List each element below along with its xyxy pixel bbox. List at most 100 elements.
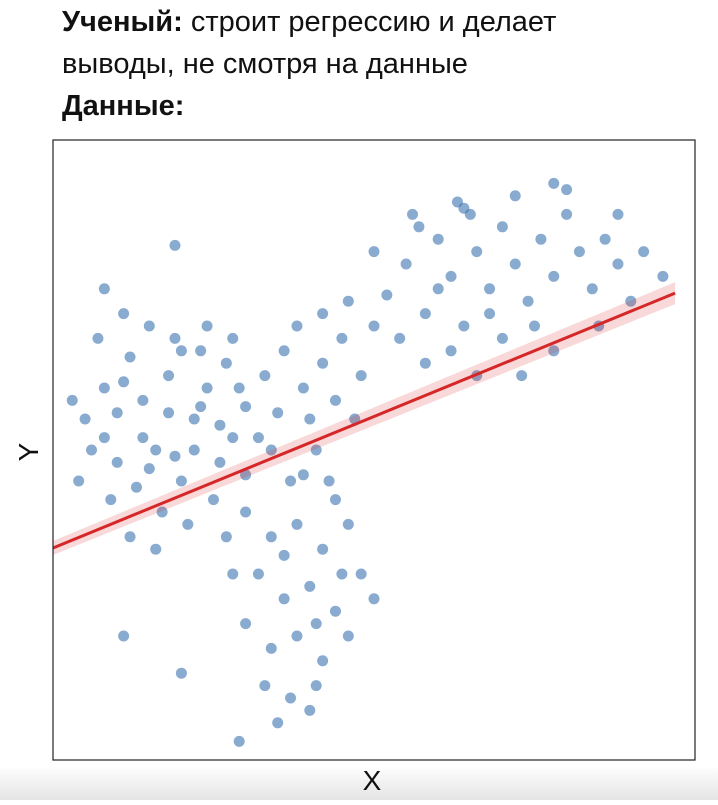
point xyxy=(561,184,573,196)
point xyxy=(259,370,271,382)
point xyxy=(98,382,110,394)
point xyxy=(329,605,341,617)
point xyxy=(291,518,303,530)
point xyxy=(548,270,560,282)
point xyxy=(355,370,367,382)
point xyxy=(169,332,181,344)
point xyxy=(195,401,207,413)
point xyxy=(195,345,207,357)
point xyxy=(124,531,136,543)
point xyxy=(118,308,130,320)
point xyxy=(432,283,444,295)
point xyxy=(368,320,380,332)
point xyxy=(227,432,239,444)
screen-bottom xyxy=(0,766,718,800)
point xyxy=(111,407,123,419)
point xyxy=(548,345,560,357)
point xyxy=(272,717,284,729)
confidence-band xyxy=(53,282,676,555)
point xyxy=(265,531,277,543)
point xyxy=(66,394,78,406)
point xyxy=(233,735,245,747)
point xyxy=(522,295,534,307)
point xyxy=(111,456,123,468)
point xyxy=(599,233,611,245)
point xyxy=(445,345,457,357)
point xyxy=(310,680,322,692)
point xyxy=(368,246,380,258)
point xyxy=(445,270,457,282)
point xyxy=(317,543,329,555)
point xyxy=(118,630,130,642)
point xyxy=(240,401,252,413)
point xyxy=(169,450,181,462)
point xyxy=(496,221,508,233)
point xyxy=(586,283,598,295)
point xyxy=(143,463,155,475)
point xyxy=(278,345,290,357)
point xyxy=(297,382,309,394)
point xyxy=(317,308,329,320)
point xyxy=(342,295,354,307)
point xyxy=(548,177,560,189)
point xyxy=(130,481,142,493)
point xyxy=(612,208,624,220)
point xyxy=(407,208,419,220)
point xyxy=(419,308,431,320)
plot xyxy=(52,177,676,747)
point xyxy=(188,444,200,456)
point xyxy=(535,233,547,245)
point xyxy=(265,642,277,654)
point xyxy=(285,692,297,704)
y-axis-label: Y xyxy=(13,442,44,461)
point xyxy=(297,469,309,481)
point xyxy=(342,630,354,642)
point xyxy=(471,246,483,258)
point xyxy=(150,444,162,456)
point xyxy=(394,332,406,344)
point xyxy=(150,543,162,555)
point xyxy=(156,506,168,518)
point xyxy=(169,239,181,251)
point xyxy=(137,394,149,406)
point xyxy=(291,630,303,642)
point xyxy=(285,475,297,487)
point xyxy=(175,667,187,679)
point xyxy=(413,221,425,233)
point xyxy=(291,320,303,332)
point xyxy=(214,456,226,468)
point xyxy=(317,655,329,667)
point xyxy=(240,469,252,481)
point xyxy=(240,506,252,518)
point xyxy=(336,568,348,580)
point xyxy=(259,680,271,692)
point xyxy=(355,568,367,580)
point xyxy=(201,382,213,394)
point xyxy=(317,357,329,369)
point xyxy=(86,444,98,456)
point xyxy=(304,580,316,592)
point xyxy=(227,568,239,580)
point xyxy=(278,549,290,561)
plot-frame xyxy=(52,139,696,761)
point xyxy=(638,246,650,258)
point xyxy=(529,320,540,332)
point xyxy=(516,370,528,382)
point xyxy=(163,407,175,419)
point xyxy=(484,308,496,320)
point xyxy=(252,568,264,580)
point xyxy=(214,419,226,431)
point xyxy=(329,494,341,506)
point xyxy=(240,618,252,630)
data-label: Данные: xyxy=(62,90,184,122)
point xyxy=(201,320,213,332)
point xyxy=(310,618,322,630)
point xyxy=(368,593,380,605)
point xyxy=(175,345,187,357)
point xyxy=(400,258,412,270)
regression-line xyxy=(52,291,676,550)
point xyxy=(143,320,155,332)
point xyxy=(105,494,117,506)
point xyxy=(509,190,521,202)
